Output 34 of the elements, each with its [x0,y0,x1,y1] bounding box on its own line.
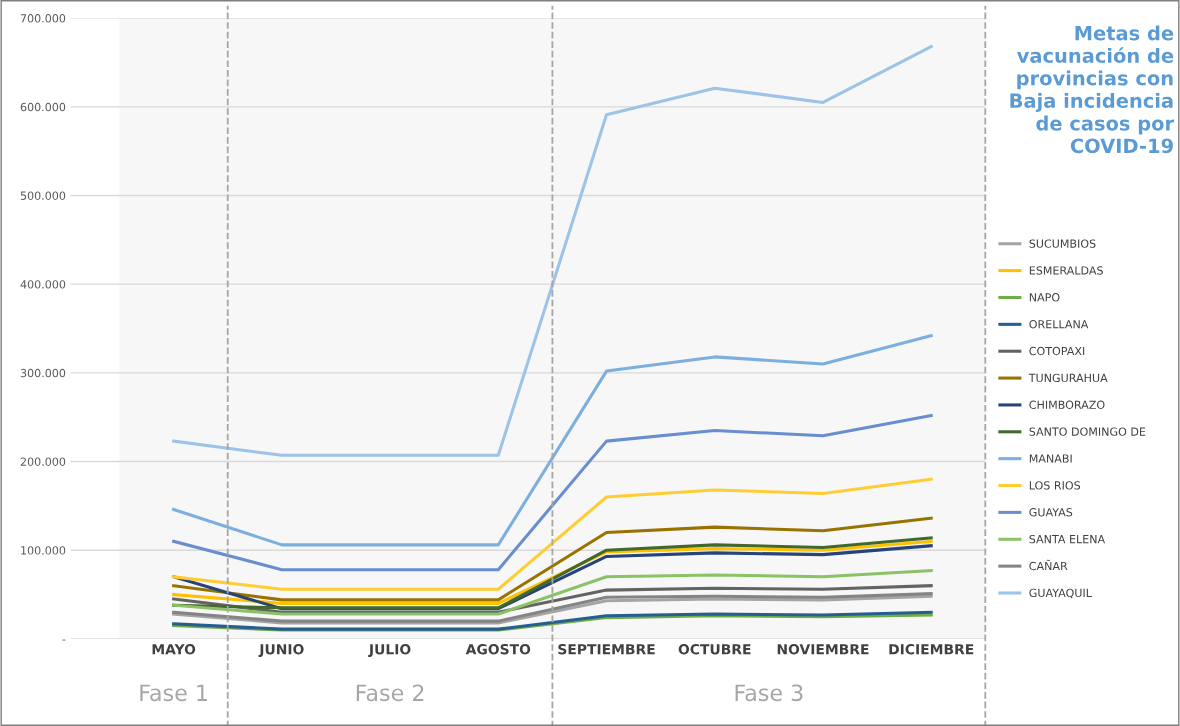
band-label: Fase 2 [356,684,424,702]
text: Metas de vacunación de provincias con Baja incidencia de casos por COVID-19 [1010,25,1175,154]
legend-label: COTOPAXI [1029,346,1085,356]
legend-label: GUAYAQUIL [1029,588,1092,599]
legend-label: SANTO DOMINGO DE [1029,427,1146,436]
x-tick-label: JUNIO [258,643,304,658]
legend-label: SUCUMBIOS [1029,239,1096,248]
x-tick-label: DICIEMBRE [889,643,974,655]
legend-label: CHIMBORAZO [1029,400,1105,409]
band-label: Fase 3 [735,684,803,702]
legend-label: GUAYAS [1029,508,1073,517]
x-tick-label: JULIO [368,643,411,658]
band-label: Fase 1 [140,684,207,702]
y-tick-label: - [62,639,66,641]
legend-label: SANTA ELENA [1029,534,1106,544]
y-tick-label: 400.000 [20,280,66,289]
x-tick-label: OCTUBRE [678,643,751,655]
y-tick-label: 100.000 [21,546,66,555]
x-tick-label: AGOSTO [465,643,531,655]
x-tick-label: MAYO [152,643,196,655]
y-tick-label: 500.000 [20,191,66,200]
legend-label: TUNGURAHUA [1028,373,1108,383]
y-tick-label: 600.000 [20,102,66,112]
legend-label: ESMERALDAS [1029,266,1103,275]
y-tick-label: 700.000 [20,14,66,23]
legend-label: NAPO [1029,293,1060,302]
y-tick-label: 300.000 [20,368,66,378]
y-tick-label: 200.000 [20,457,66,466]
x-tick-label: SEPTIEMBRE [558,643,655,655]
legend-label: MANABI [1029,454,1072,463]
legend-label: ORELLANA [1029,319,1089,329]
x-tick-label: NOVIEMBRE [777,643,869,655]
legend-label: CAÑAR [1029,559,1068,571]
legend-label: LOS RIOS [1029,481,1081,490]
